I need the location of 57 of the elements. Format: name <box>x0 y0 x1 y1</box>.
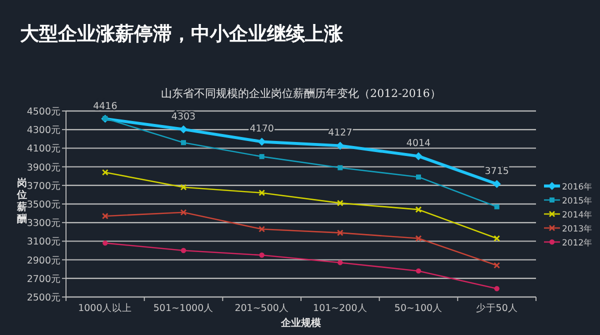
y-tick-label: 3900元 <box>26 162 61 174</box>
point <box>415 235 422 242</box>
y-tick-label: 3100元 <box>26 236 61 248</box>
point <box>494 204 500 210</box>
y-tick-label: 3700元 <box>26 180 61 192</box>
x-tick-label: 少于50人 <box>476 302 518 314</box>
y-tick-label: 3300元 <box>26 218 61 230</box>
y-tick-label: 3500元 <box>26 200 61 210</box>
point <box>180 125 188 134</box>
data-label: 4416 <box>93 100 118 112</box>
y-tick-label: 2700元 <box>26 274 61 285</box>
point <box>492 180 501 188</box>
point <box>259 252 264 258</box>
point <box>338 260 343 266</box>
y-tick-label: 2500元 <box>26 292 61 304</box>
point <box>258 190 266 196</box>
point <box>102 240 108 246</box>
point <box>494 262 500 269</box>
point <box>414 152 422 160</box>
data-label: 4127 <box>328 128 352 139</box>
x-axis-title: 企业规模 <box>280 317 322 329</box>
x-tick-label: 501~1000人 <box>153 303 214 314</box>
data-label: 4014 <box>406 138 431 150</box>
point <box>415 206 422 213</box>
point <box>258 226 266 232</box>
point <box>416 268 422 274</box>
y-axis-title: 岗位薪酬 <box>16 177 27 225</box>
point <box>494 286 500 292</box>
data-label: 4303 <box>171 111 196 122</box>
y-tick-label: 4300元 <box>26 125 61 136</box>
legend-label: 2015年 <box>562 196 593 206</box>
point <box>180 209 187 216</box>
y-tick-label: 2900元 <box>26 255 61 266</box>
legend-label: 2013年 <box>562 224 593 234</box>
point <box>494 235 500 242</box>
point <box>336 230 344 236</box>
point <box>338 165 343 170</box>
point <box>180 184 187 191</box>
legend-label: 2014年 <box>562 210 593 220</box>
point <box>102 169 108 176</box>
x-tick-label: 1000人以上 <box>78 302 132 314</box>
data-label: 3715 <box>484 166 509 178</box>
point <box>181 140 186 146</box>
x-tick-label: 201~500人 <box>234 303 289 314</box>
legend-label: 2016年 <box>562 182 593 192</box>
x-tick-label: 50~100人 <box>394 303 443 314</box>
point <box>259 154 264 160</box>
point <box>336 200 344 206</box>
legend-label: 2012年 <box>562 238 593 248</box>
y-tick-label: 4500元 <box>26 106 61 118</box>
chart-title: 大型企业涨薪停滞，中小企业继续上涨 <box>20 23 344 45</box>
point <box>416 174 421 180</box>
x-tick-label: 101~200人 <box>313 303 368 314</box>
y-tick-label: 4100元 <box>26 144 61 155</box>
point <box>180 248 186 254</box>
chart-subtitle: 山东省不同规模的企业岗位薪酬历年变化（2012-2016） <box>161 87 441 100</box>
point <box>102 212 108 220</box>
